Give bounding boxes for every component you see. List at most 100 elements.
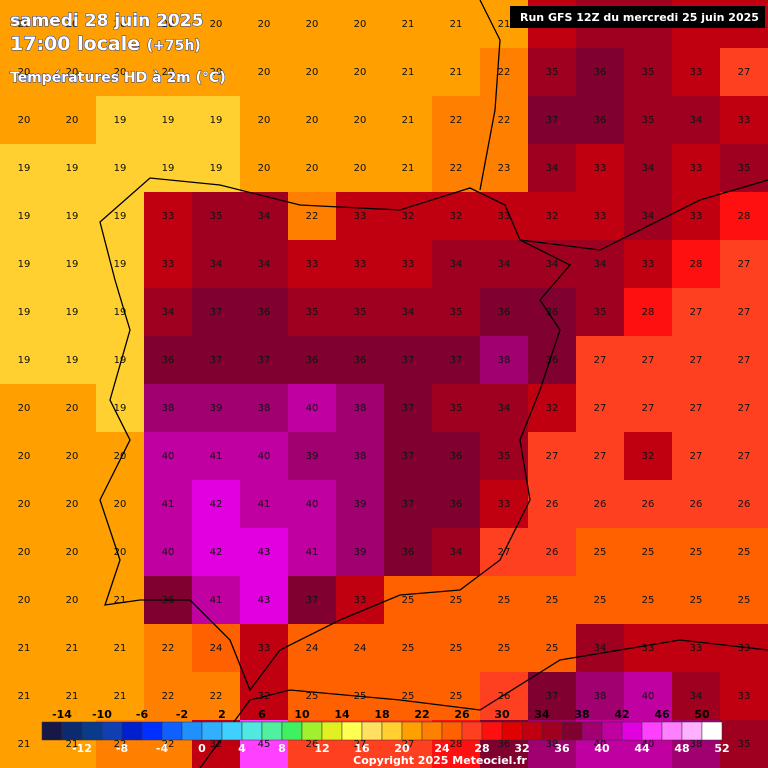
temperature-cell xyxy=(624,192,673,241)
temperature-cell xyxy=(576,192,625,241)
legend-swatch xyxy=(541,721,563,741)
temperature-cell xyxy=(48,96,97,145)
temperature-cell xyxy=(384,240,433,289)
temperature-value: 35 xyxy=(738,739,751,750)
temperature-cell xyxy=(672,240,721,289)
temperature-value: 34 xyxy=(594,259,607,270)
temperature-value: 22 xyxy=(114,739,127,750)
temperature-value: 39 xyxy=(354,547,367,558)
temperature-value: 38 xyxy=(162,403,175,414)
legend-tick-label: 36 xyxy=(554,742,570,755)
temperature-cell xyxy=(96,672,145,721)
temperature-cell xyxy=(336,0,385,49)
temperature-cell xyxy=(144,144,193,193)
temperature-cell xyxy=(96,0,145,49)
temperature-cell xyxy=(144,624,193,673)
temperature-value: 20 xyxy=(18,451,31,462)
temperature-value: 22 xyxy=(306,211,319,222)
temperature-value: 34 xyxy=(690,115,703,126)
temperature-cell xyxy=(0,336,49,385)
temperature-value: 37 xyxy=(210,307,223,318)
temperature-cell xyxy=(48,240,97,289)
temperature-value: 36 xyxy=(306,355,319,366)
temperature-value: 20 xyxy=(210,67,223,78)
temperature-cell xyxy=(48,528,97,577)
temperature-value: 26 xyxy=(306,739,319,750)
temperature-cell xyxy=(240,624,289,673)
temperature-value: 19 xyxy=(162,163,175,174)
temperature-value: 22 xyxy=(162,643,175,654)
legend-swatch xyxy=(361,721,383,741)
temperature-cell xyxy=(144,384,193,433)
temperature-value: 33 xyxy=(354,595,367,606)
temperature-cell xyxy=(384,672,433,721)
temperature-value: 40 xyxy=(162,451,175,462)
temperature-value: 20 xyxy=(18,547,31,558)
legend-swatch xyxy=(421,721,443,741)
legend-tick-label: 18 xyxy=(374,708,389,721)
temperature-cell xyxy=(480,240,529,289)
temperature-value: 42 xyxy=(210,499,223,510)
temperature-cell xyxy=(672,576,721,625)
temperature-value: 33 xyxy=(738,115,751,126)
temperature-value: 32 xyxy=(210,739,223,750)
temperature-value: 20 xyxy=(258,19,271,30)
temperature-cell xyxy=(720,192,768,241)
legend-swatch xyxy=(341,721,363,741)
temperature-value: 27 xyxy=(594,451,607,462)
temperature-cell xyxy=(720,624,768,673)
temperature-value: 20 xyxy=(18,115,31,126)
temperature-value: 36 xyxy=(498,307,511,318)
temperature-value: 33 xyxy=(738,643,751,654)
temperature-value: 34 xyxy=(546,259,559,270)
temperature-value: 41 xyxy=(210,451,223,462)
temperature-cell xyxy=(336,480,385,529)
temperature-cell xyxy=(0,720,49,768)
temperature-cell xyxy=(144,0,193,49)
temperature-value: 27 xyxy=(738,355,751,366)
temperature-value: 33 xyxy=(162,211,175,222)
temperature-value: 21 xyxy=(18,739,31,750)
temperature-cell xyxy=(0,0,49,49)
field-title: Températures HD à 2m (°C) xyxy=(10,70,226,86)
temperature-cell xyxy=(192,672,241,721)
temperature-cell xyxy=(576,48,625,97)
temperature-value: 25 xyxy=(450,595,463,606)
legend-tick-label: -12 xyxy=(72,742,92,755)
temperature-value: 27 xyxy=(738,403,751,414)
temperature-value: 19 xyxy=(18,259,31,270)
temperature-cell xyxy=(48,624,97,673)
legend-swatch xyxy=(261,721,283,741)
temperature-value: 34 xyxy=(690,691,703,702)
temperature-value: 27 xyxy=(594,355,607,366)
temperature-cell xyxy=(336,48,385,97)
temperature-value: 34 xyxy=(642,163,655,174)
temperature-cell xyxy=(240,432,289,481)
legend-swatch xyxy=(701,721,723,741)
legend-swatch xyxy=(401,721,423,741)
temperature-value: 27 xyxy=(690,355,703,366)
legend-tick-label: -8 xyxy=(116,742,128,755)
temperature-value: 20 xyxy=(258,67,271,78)
temperature-value: 27 xyxy=(738,451,751,462)
temperature-cell xyxy=(672,192,721,241)
temperature-cell xyxy=(720,720,768,768)
temperature-value: 33 xyxy=(642,643,655,654)
temperature-value: 38 xyxy=(690,739,703,750)
legend-tick-label: 14 xyxy=(334,708,350,721)
legend-tick-label: 10 xyxy=(294,708,310,721)
temperature-value: 37 xyxy=(402,451,415,462)
temperature-value: 40 xyxy=(306,403,319,414)
temperature-value: 26 xyxy=(738,499,751,510)
temperature-value: 24 xyxy=(354,643,367,654)
temperature-cell xyxy=(384,528,433,577)
legend-tick-label: 26 xyxy=(454,708,470,721)
temperature-cell xyxy=(480,624,529,673)
temperature-value: 33 xyxy=(258,643,271,654)
temperature-cell xyxy=(96,480,145,529)
temperature-value: 32 xyxy=(450,211,463,222)
temperature-cell xyxy=(384,96,433,145)
temperature-cell xyxy=(336,192,385,241)
temperature-value: 33 xyxy=(642,259,655,270)
temperature-value: 41 xyxy=(162,499,175,510)
